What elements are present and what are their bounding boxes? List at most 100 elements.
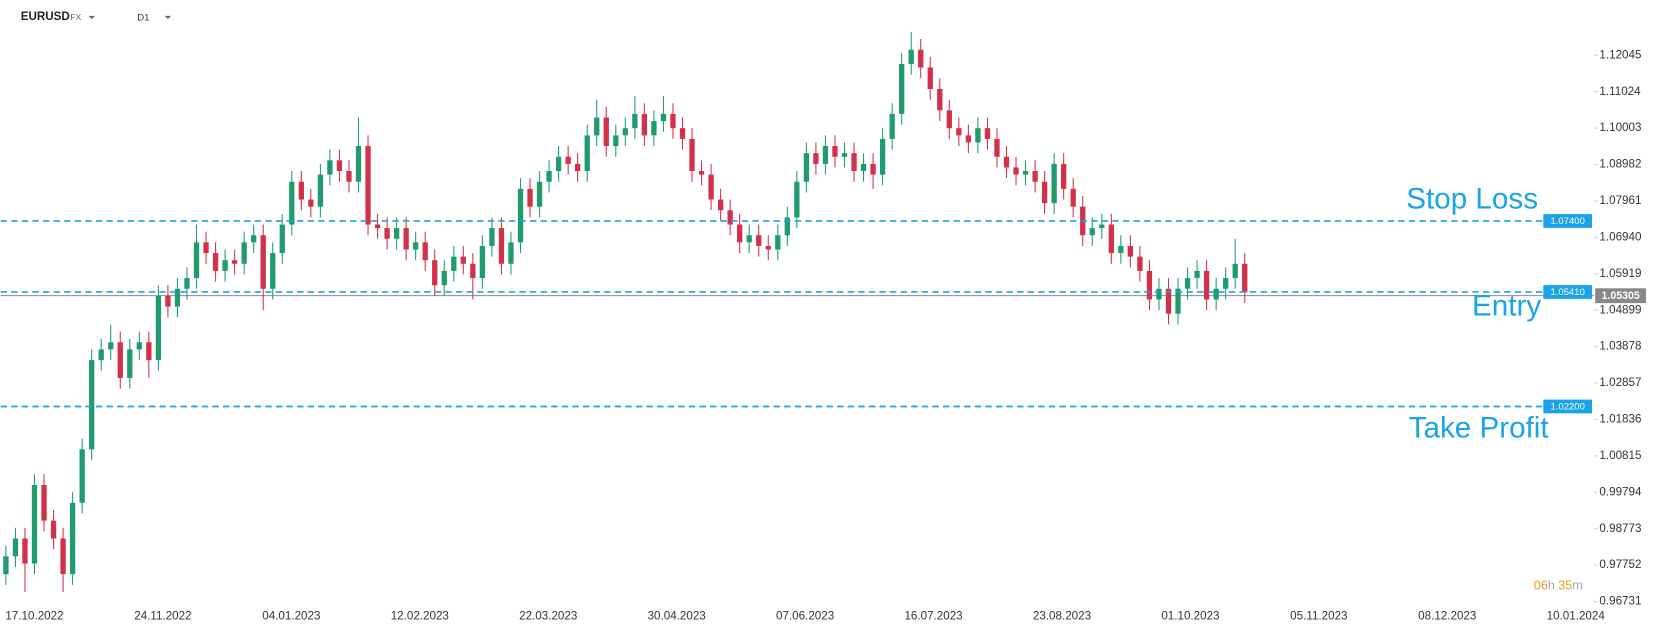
- candle-body: [355, 146, 362, 182]
- candle-body: [50, 520, 57, 539]
- candle-body: [1203, 270, 1210, 300]
- candle-body: [641, 113, 648, 136]
- candle-body: [879, 138, 886, 175]
- x-tick-label: 10.01.2024: [1547, 609, 1606, 622]
- candle-body: [117, 342, 123, 378]
- last-price-box: [1595, 288, 1647, 304]
- candle-body: [603, 117, 609, 147]
- candle-body: [975, 128, 981, 143]
- candle-body: [889, 113, 895, 139]
- candle-body: [298, 181, 304, 200]
- candle-body: [393, 228, 400, 239]
- candle-body: [422, 242, 428, 261]
- x-tick-label: 08.12.2023: [1418, 609, 1476, 622]
- last-price-label: 1.05305: [1601, 290, 1639, 302]
- candle-body: [1089, 228, 1095, 236]
- candle-body: [546, 171, 552, 182]
- candle-body: [108, 342, 114, 350]
- candle-body: [717, 199, 724, 211]
- countdown-minutes: 35: [1558, 579, 1572, 593]
- candle-body: [1099, 224, 1105, 229]
- candle-body: [508, 242, 514, 264]
- candle-body: [1184, 278, 1191, 289]
- candle-body: [927, 67, 933, 89]
- candle-body: [946, 110, 952, 129]
- candle-body: [841, 153, 848, 157]
- y-tick-label: 1.08982: [1599, 158, 1641, 171]
- y-tick-label: 0.99794: [1599, 485, 1642, 498]
- candle-body: [1146, 270, 1153, 300]
- candle-body: [79, 449, 85, 503]
- candle-body: [241, 242, 247, 264]
- candle-body: [594, 117, 600, 136]
- x-tick-label: 16.07.2023: [904, 609, 962, 622]
- candle-body: [1032, 171, 1038, 182]
- candle-body: [737, 224, 743, 243]
- candle-body: [308, 199, 314, 207]
- candle-body: [1232, 263, 1238, 279]
- candle-body: [384, 228, 390, 239]
- candle-body: [517, 188, 524, 243]
- candle-body: [327, 160, 333, 175]
- candle-body: [41, 484, 47, 521]
- candle-body: [260, 235, 266, 289]
- countdown-hours: 06: [1534, 579, 1548, 593]
- candle-body: [527, 188, 533, 207]
- candle-body: [870, 163, 876, 175]
- y-tick-label: 0.98773: [1599, 522, 1641, 535]
- candle-body: [651, 121, 657, 136]
- x-tick-label: 12.02.2023: [391, 609, 449, 622]
- candle-body: [803, 153, 810, 182]
- candle-body: [670, 113, 676, 129]
- level-name: Stop Loss: [1406, 183, 1538, 216]
- level-price-box: [1543, 285, 1593, 299]
- candle-body: [679, 128, 686, 139]
- y-tick-label: 1.10003: [1599, 121, 1641, 134]
- candle-body: [908, 49, 914, 64]
- candle-body: [31, 484, 38, 564]
- candle-body: [775, 235, 781, 250]
- candle-body: [212, 253, 219, 271]
- candle-body: [279, 224, 285, 254]
- x-tick-label: 04.01.2023: [262, 609, 320, 622]
- dropdown-icon[interactable]: [164, 15, 172, 20]
- candle-body: [470, 263, 476, 279]
- candle-body: [1108, 224, 1114, 254]
- countdown-h: h: [1548, 579, 1555, 593]
- candle-body: [89, 360, 95, 450]
- x-tick-label: 30.04.2023: [648, 609, 706, 622]
- candle-body: [460, 256, 466, 264]
- candle-body: [479, 245, 486, 279]
- candle-body: [813, 153, 819, 164]
- candle-body: [165, 295, 171, 307]
- level-name: Take Profit: [1409, 412, 1550, 445]
- level-price-box: [1543, 399, 1593, 414]
- x-tick-label: 05.11.2023: [1290, 609, 1347, 622]
- dropdown-icon[interactable]: [88, 15, 95, 20]
- candle-body: [1070, 188, 1076, 207]
- timeframe[interactable]: D1: [137, 13, 149, 24]
- candle-body: [155, 295, 162, 361]
- countdown: 06h 35m: [1534, 579, 1583, 593]
- symbol[interactable]: EURUSD: [21, 10, 70, 23]
- candle-body: [174, 288, 181, 307]
- candle-body: [136, 342, 142, 350]
- candle-body: [746, 235, 752, 243]
- candle-body: [498, 228, 505, 264]
- y-tick-label: 0.96731: [1599, 595, 1641, 608]
- candle-body: [1213, 288, 1219, 300]
- candle-body: [1061, 163, 1067, 189]
- candle-body: [346, 171, 352, 182]
- candle-body: [784, 217, 790, 236]
- candle-body: [289, 181, 295, 225]
- candle-body: [222, 260, 228, 271]
- candle-body: [69, 502, 76, 575]
- y-tick-label: 1.05919: [1599, 267, 1641, 280]
- candle-body: [1003, 156, 1010, 168]
- market: FX: [71, 12, 82, 22]
- level-name: Entry: [1472, 290, 1541, 323]
- y-tick-label: 1.11024: [1599, 85, 1641, 98]
- candle-body: [1013, 167, 1019, 175]
